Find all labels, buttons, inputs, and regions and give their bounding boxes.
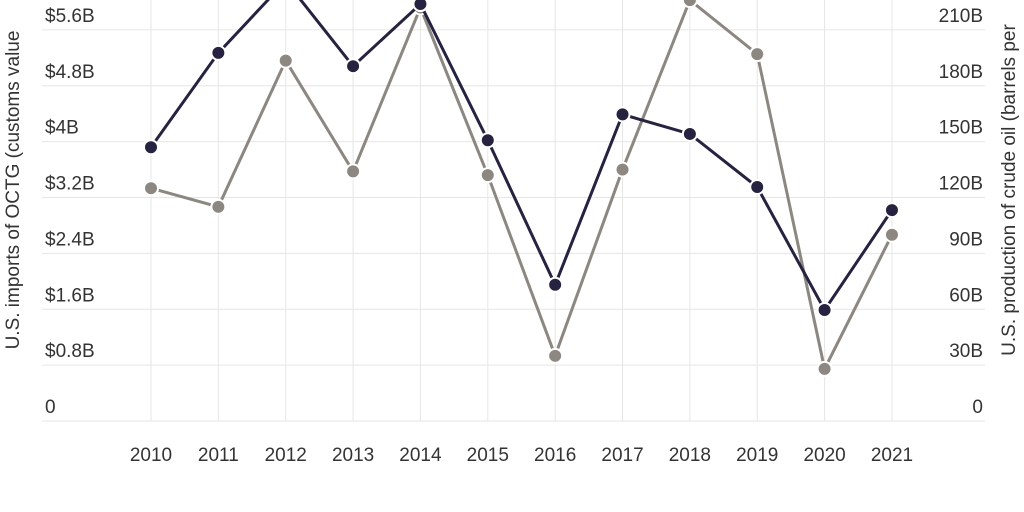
- x-tick-label: 2013: [332, 445, 374, 466]
- y-tick-label: 0: [45, 397, 56, 418]
- data-point: [412, 0, 429, 13]
- y-tick-label: $0.8B: [45, 341, 95, 362]
- data-point: [816, 301, 833, 318]
- data-point: [345, 163, 362, 180]
- data-point: [614, 161, 631, 178]
- data-point: [883, 226, 900, 243]
- data-point: [749, 46, 766, 63]
- x-tick-label: 2016: [534, 445, 576, 466]
- y-axis-title: U.S. imports of OCTG (customs value: [3, 31, 24, 350]
- x-tick-label: 2014: [399, 445, 442, 466]
- x-tick-label: 2019: [736, 445, 778, 466]
- y2-tick-label: 180B: [939, 62, 983, 83]
- y-tick-label: $5.6B: [45, 6, 95, 27]
- y2-tick-label: 150B: [939, 118, 983, 139]
- data-point: [277, 52, 294, 69]
- y2-tick-label: 0: [972, 397, 983, 418]
- data-point: [547, 276, 564, 293]
- data-point: [143, 139, 159, 156]
- series-line: [150, 0, 894, 374]
- y-tick-label: $4B: [45, 118, 79, 139]
- x-tick-label: 2021: [871, 445, 913, 466]
- data-point: [210, 198, 227, 215]
- y-tick-label: $4.8B: [45, 62, 95, 83]
- data-point: [143, 180, 159, 197]
- x-tick-label: 2010: [130, 445, 172, 466]
- y2-axis-title: U.S. production of crude oil (barrels pe…: [999, 24, 1020, 356]
- x-tick-label: 2017: [601, 445, 643, 466]
- data-point: [749, 179, 766, 196]
- data-point: [547, 347, 564, 364]
- data-point: [479, 167, 496, 184]
- y-tick-label: $3.2B: [45, 174, 95, 195]
- x-tick-label: 2018: [669, 445, 711, 466]
- series-line: [149, 0, 894, 313]
- y2-tick-label: 210B: [939, 6, 983, 27]
- y2-tick-label: 90B: [949, 229, 983, 250]
- y2-tick-label: 60B: [949, 285, 983, 306]
- x-tick-label: 2012: [265, 445, 307, 466]
- data-point: [681, 125, 698, 142]
- data-point: [479, 132, 496, 149]
- x-tick-label: 2015: [467, 445, 509, 466]
- data-point: [816, 360, 833, 377]
- data-point: [614, 106, 631, 123]
- y2-tick-label: 30B: [949, 341, 983, 362]
- y2-tick-label: 120B: [939, 174, 983, 195]
- data-point: [210, 44, 227, 61]
- x-tick-label: 2020: [803, 445, 845, 466]
- y-tick-label: $1.6B: [45, 285, 95, 306]
- y-tick-label: $2.4B: [45, 229, 95, 250]
- x-tick-label: 2011: [198, 445, 239, 466]
- data-point: [345, 58, 362, 75]
- data-point: [883, 202, 900, 219]
- data-point: [681, 0, 698, 9]
